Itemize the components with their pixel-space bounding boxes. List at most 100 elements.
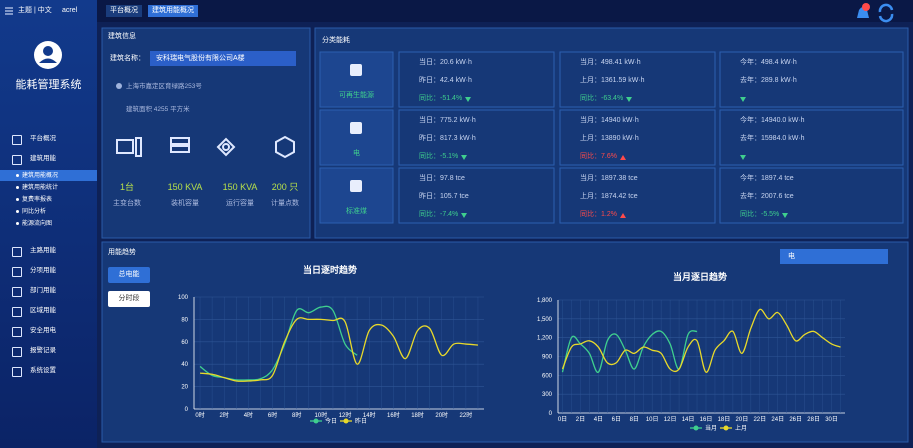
menu-icon [12, 367, 22, 377]
tab[interactable]: 建筑用能概况 [148, 5, 198, 17]
stat-label: 主变台数 [113, 200, 141, 207]
legend-dot [313, 418, 319, 424]
category-glyph [350, 64, 362, 76]
area: 建筑面积 4255 平方米 [126, 106, 190, 113]
previous: 昨日：817.3 kW·h [419, 135, 476, 142]
menu-icon [12, 347, 22, 357]
previous: 去年：2007.6 tce [740, 193, 794, 200]
cell [719, 51, 904, 108]
x-tick-label: 28日 [807, 416, 820, 423]
menu-icon [12, 247, 22, 257]
menu-item[interactable]: 部门用能 [30, 287, 56, 294]
change: 同比：-5.5% [740, 211, 780, 218]
x-tick-label: 22日 [753, 416, 766, 423]
submenu-item[interactable]: 复费率报表 [22, 197, 53, 203]
category-box [319, 51, 394, 108]
legend-label: 上月 [735, 424, 747, 432]
menu-item[interactable]: 平台概况 [30, 135, 56, 142]
series-line [561, 330, 698, 373]
category-name: 标准煤 [346, 208, 367, 215]
y-tick-label: 40 [181, 362, 188, 368]
y-tick-label: 600 [542, 373, 553, 379]
x-tick-label: 10日 [646, 416, 659, 423]
panel-heading: 用能趋势 [108, 249, 136, 256]
cell [398, 109, 555, 166]
x-tick-label: 0时 [195, 411, 204, 419]
x-tick-label: 12日 [664, 416, 677, 423]
submenu-item[interactable]: 能源流向图 [22, 221, 53, 227]
trend-arrow [740, 97, 746, 102]
trend-arrow [461, 213, 467, 218]
y-tick-label: 300 [542, 392, 553, 398]
energy-select[interactable]: 电 [780, 249, 888, 264]
series-line [561, 308, 841, 373]
change: 同比：7.6% [580, 153, 617, 160]
y-tick-label: 0 [549, 411, 553, 417]
menu-item[interactable]: 分项用能 [30, 267, 56, 274]
submenu-item[interactable]: 建筑用能概况 [22, 173, 59, 179]
x-tick-label: 0日 [558, 416, 567, 423]
x-tick-label: 18日 [718, 416, 731, 423]
menu-item[interactable]: 报警记录 [30, 347, 56, 354]
x-tick-label: 16日 [700, 416, 713, 423]
menu-icon [12, 307, 22, 317]
y-tick-label: 900 [542, 355, 553, 361]
panel-heading: 建筑信息 [108, 33, 136, 40]
y-tick-label: 80 [181, 317, 188, 323]
mode-button[interactable]: 总电能 [108, 267, 150, 283]
y-tick-label: 20 [181, 385, 188, 391]
category-glyph [350, 180, 362, 192]
legend-label: 昨日 [355, 417, 367, 425]
cell [559, 109, 716, 166]
stat-label: 计量点数 [271, 200, 299, 207]
previous: 上月：1361.59 kW·h [580, 77, 645, 84]
previous: 昨日：42.4 kW·h [419, 77, 472, 84]
tab[interactable]: 平台概况 [106, 5, 142, 17]
submenu-item[interactable]: 建筑用能统计 [22, 185, 59, 191]
legend-label: 今日 [325, 417, 337, 425]
menu-icon [12, 287, 22, 297]
menu-item[interactable]: 区域用能 [30, 307, 56, 314]
change: 同比：-63.4% [580, 95, 624, 102]
previous: 昨日：105.7 tce [419, 193, 469, 200]
current: 当月：14940 kW·h [580, 117, 639, 124]
x-tick-label: 12时 [339, 411, 352, 419]
menu-item[interactable]: 系统设置 [30, 367, 56, 374]
x-tick-label: 2时 [220, 411, 229, 419]
submenu-item[interactable]: 同比分析 [22, 209, 47, 215]
previous: 上月：1874.42 tce [580, 193, 638, 200]
x-tick-label: 26日 [789, 416, 802, 423]
current: 当日：775.2 kW·h [419, 117, 476, 124]
trend-arrow [782, 213, 788, 218]
theme-switch: 主题 | 中文 [18, 7, 52, 14]
current: 当月：498.41 kW·h [580, 59, 641, 66]
change: 同比：-51.4% [419, 95, 463, 102]
x-tick-label: 6日 [612, 416, 621, 423]
menu-bullet [16, 210, 19, 213]
trend-arrow [620, 155, 626, 160]
previous: 去年：15984.0 kW·h [740, 135, 805, 142]
cell [719, 109, 904, 166]
menu-item[interactable]: 安全用电 [30, 327, 56, 334]
x-tick-label: 30日 [825, 416, 838, 423]
building-select[interactable]: 安科瑞电气股份有限公司A楼 [150, 51, 296, 66]
current: 今年：14940.0 kW·h [740, 117, 805, 124]
trend-arrow [740, 155, 746, 160]
y-tick-label: 1,200 [537, 336, 553, 342]
menu-bullet [16, 174, 19, 177]
current: 当日：97.8 tce [419, 175, 465, 182]
y-tick-label: 100 [178, 295, 189, 301]
mode-button[interactable]: 分时段 [108, 291, 150, 307]
menu-active [0, 170, 97, 181]
menu-bullet [16, 198, 19, 201]
category-box [319, 167, 394, 224]
menu-item[interactable]: 主路用能 [30, 247, 56, 254]
current: 今年：1897.4 tce [740, 175, 794, 182]
x-tick-label: 20时 [435, 411, 448, 419]
chart-title: 当月逐日趋势 [673, 271, 727, 282]
menu-item[interactable]: 建筑用能 [30, 155, 56, 162]
category-name: 可再生能源 [339, 92, 374, 99]
cell [398, 167, 555, 224]
category-name: 电 [353, 150, 360, 157]
